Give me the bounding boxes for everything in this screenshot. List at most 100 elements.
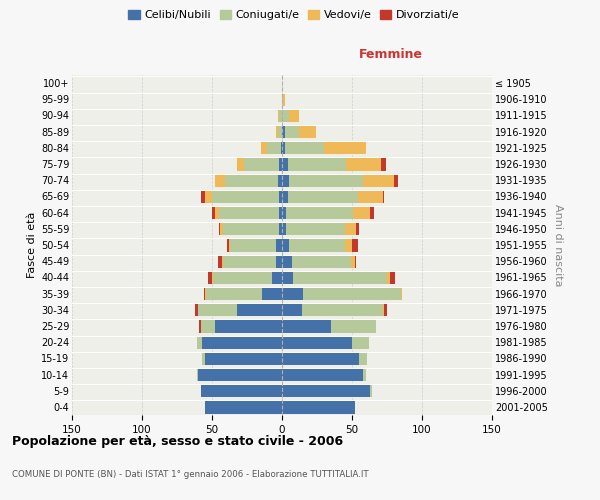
Bar [201,384,282,398]
Bar [219,222,220,235]
Bar [214,270,272,284]
Bar [346,158,382,170]
Bar [215,174,224,187]
Bar [282,92,283,106]
Bar [282,222,286,235]
Bar [277,254,282,268]
Bar [285,141,324,154]
Bar [302,303,383,316]
Bar [229,238,230,252]
Y-axis label: Anni di nascita: Anni di nascita [553,204,563,286]
Bar [205,287,206,300]
Bar [282,141,285,154]
Bar [286,222,345,235]
Bar [282,206,286,220]
Bar [202,336,282,349]
Bar [363,174,394,187]
Bar [355,254,356,268]
Bar [345,222,356,235]
Bar [352,336,369,349]
Bar [352,238,358,252]
Bar [299,125,316,138]
Bar [293,270,387,284]
Bar [279,109,282,122]
Text: Popolazione per età, sesso e stato civile - 2006: Popolazione per età, sesso e stato civil… [12,435,343,448]
Bar [303,287,401,300]
Bar [356,222,359,235]
Bar [223,222,279,235]
Bar [370,384,371,398]
Bar [212,270,214,284]
Bar [287,190,358,203]
Bar [387,270,390,284]
Bar [202,352,205,365]
Bar [279,222,282,235]
Bar [282,174,289,187]
Bar [350,254,355,268]
Bar [370,206,374,220]
Bar [282,400,355,413]
Bar [383,190,384,203]
Bar [206,287,262,300]
Bar [382,158,386,170]
Bar [224,174,278,187]
Bar [282,254,292,268]
Bar [279,190,282,203]
Bar [223,254,277,268]
Bar [282,190,287,203]
Bar [279,206,282,220]
Bar [205,400,282,413]
Bar [244,158,279,170]
Bar [287,158,346,170]
Bar [279,158,282,170]
Bar [359,352,367,365]
Bar [289,174,363,187]
Bar [281,141,282,154]
Bar [197,336,202,349]
Bar [282,368,363,381]
Bar [282,303,302,316]
Bar [215,320,282,332]
Bar [212,190,279,203]
Bar [384,303,387,316]
Bar [198,303,237,316]
Bar [220,222,223,235]
Bar [282,109,289,122]
Bar [394,174,398,187]
Bar [201,190,205,203]
Bar [282,158,287,170]
Bar [218,254,222,268]
Bar [215,206,219,220]
Bar [390,270,395,284]
Bar [277,125,278,138]
Bar [219,206,279,220]
Bar [222,254,223,268]
Bar [292,254,350,268]
Bar [278,109,279,122]
Bar [282,238,289,252]
Bar [277,238,282,252]
Bar [261,141,266,154]
Bar [205,352,282,365]
Bar [272,270,282,284]
Bar [289,109,299,122]
Bar [195,303,198,316]
Bar [227,238,229,252]
Y-axis label: Fasce di età: Fasce di età [26,212,37,278]
Bar [262,287,282,300]
Bar [383,303,384,316]
Bar [203,287,205,300]
Bar [353,206,370,220]
Bar [198,368,282,381]
Bar [282,287,303,300]
Bar [278,125,282,138]
Bar [199,320,201,332]
Bar [237,303,282,316]
Bar [197,368,198,381]
Bar [285,125,299,138]
Bar [237,158,244,170]
Bar [324,141,366,154]
Bar [205,190,212,203]
Bar [201,320,215,332]
Bar [286,206,353,220]
